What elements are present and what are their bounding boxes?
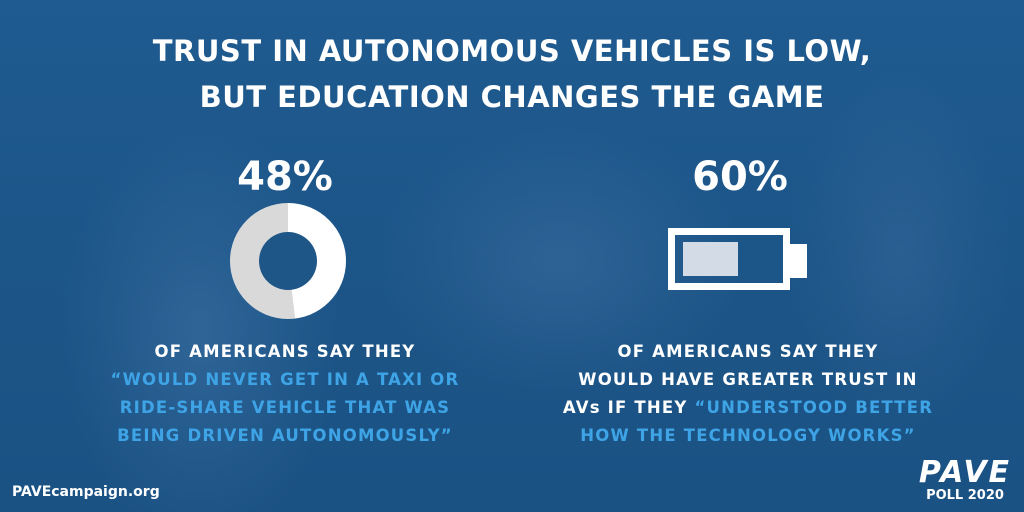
- right-caption-line-3: AVs IF THEY “UNDERSTOOD BETTER: [538, 394, 958, 422]
- right-stat-value: 60%: [692, 154, 788, 200]
- left-caption-line-4: BEING DRIVEN AUTONOMOUSLY”: [117, 426, 453, 445]
- battery-tip: [790, 244, 807, 278]
- right-caption-line-2: WOULD HAVE GREATER TRUST IN: [578, 370, 918, 389]
- headline-line-2: BUT EDUCATION CHANGES THE GAME: [199, 80, 825, 114]
- donut-hole: [259, 232, 317, 290]
- left-caption-line-2: “WOULD NEVER GET IN A TAXI OR: [110, 370, 460, 389]
- left-caption-line-3: RIDE-SHARE VEHICLE THAT WAS: [119, 398, 451, 417]
- website-link[interactable]: PAVEcampaign.org: [12, 484, 160, 500]
- logo-subtitle: POLL 2020: [926, 488, 1004, 503]
- right-caption-line-3a: AVs IF THEY: [562, 398, 695, 417]
- logo-wordmark: PAVE: [918, 455, 1012, 490]
- left-caption: OF AMERICANS SAY THEY “WOULD NEVER GET I…: [75, 338, 495, 450]
- right-caption: OF AMERICANS SAY THEY WOULD HAVE GREATER…: [538, 338, 958, 450]
- right-caption-line-3b: “UNDERSTOOD BETTER: [694, 398, 934, 417]
- left-stat-value: 48%: [237, 154, 333, 200]
- left-caption-line-1: OF AMERICANS SAY THEY: [154, 342, 416, 361]
- pave-logo: PAVE POLL 2020: [915, 458, 1015, 504]
- battery-icon: [668, 228, 790, 290]
- headline-line-1: TRUST IN AUTONOMOUS VEHICLES IS LOW,: [152, 34, 872, 68]
- right-caption-line-4: HOW THE TECHNOLOGY WORKS”: [580, 426, 916, 445]
- right-caption-line-1: OF AMERICANS SAY THEY: [617, 342, 879, 361]
- battery-level: [683, 242, 739, 276]
